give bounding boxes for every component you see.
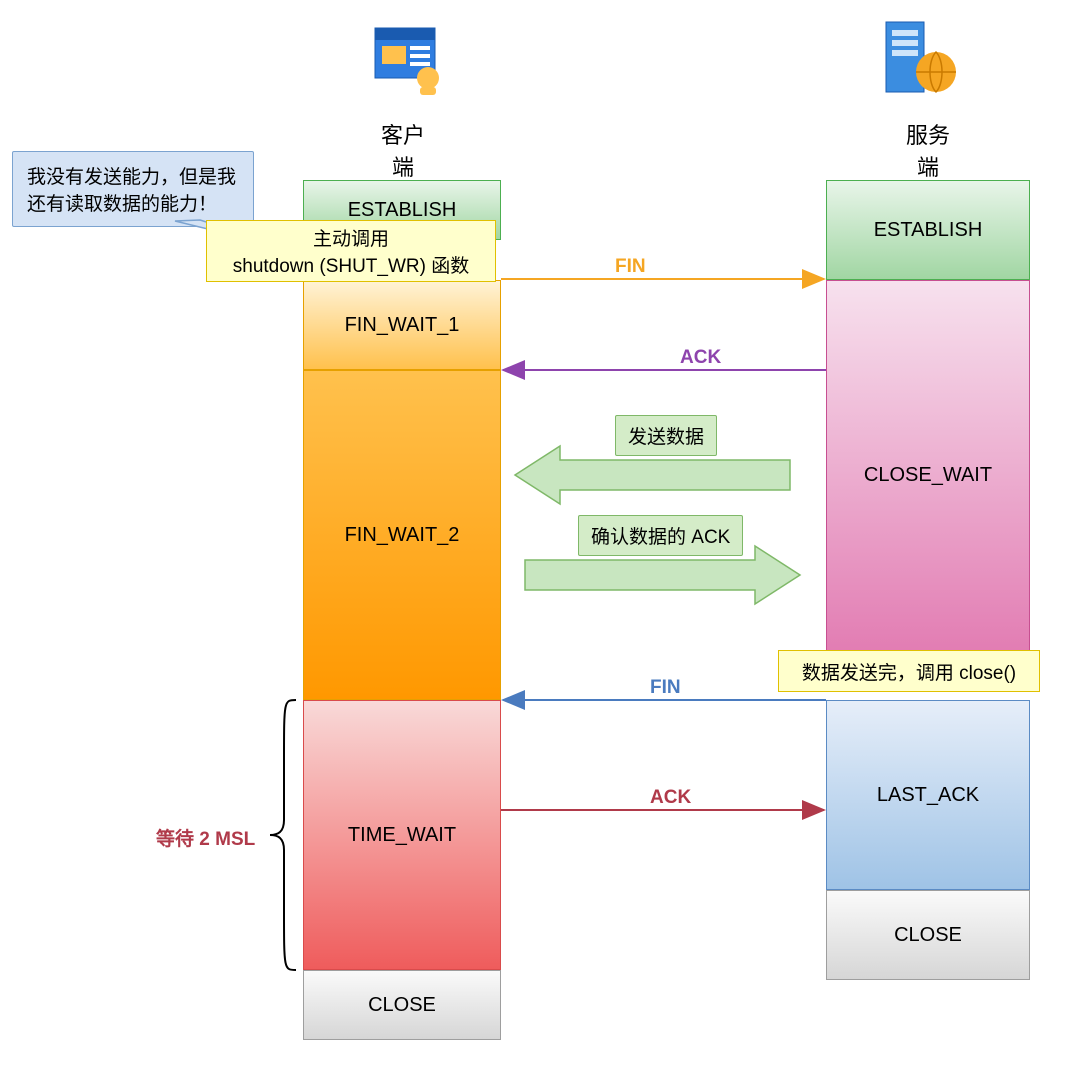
fin1-label: FIN [615, 256, 646, 278]
server-state-close: CLOSE [826, 890, 1030, 980]
client-state-timewait: TIME_WAIT [303, 700, 501, 970]
brace-label: 等待 2 MSL [156, 824, 255, 851]
data-recv-label: 发送数据 [615, 415, 717, 456]
server-state-establish: ESTABLISH [826, 180, 1030, 280]
fin2-label: FIN [650, 677, 681, 699]
ack2-label: ACK [650, 787, 691, 809]
server-state-closewait: CLOSE_WAIT [826, 280, 1030, 670]
server-actor-label: 服务端 [898, 118, 958, 182]
ack1-label: ACK [680, 347, 721, 369]
client-icon [370, 20, 450, 100]
close-note: 数据发送完，调用 close() [778, 650, 1040, 692]
server-state-lastack: LAST_ACK [826, 700, 1030, 890]
shutdown-note-line-2: shutdown (SHUT_WR) 函数 [233, 251, 470, 278]
client-state-finwait2: FIN_WAIT_2 [303, 370, 501, 700]
shutdown-note-line-1: 主动调用 [313, 224, 389, 251]
callout-no-send: 我没有发送能力，但是我 还有读取数据的能力！ [12, 151, 254, 227]
callout-line-1: 我没有发送能力，但是我 [27, 162, 239, 189]
client-state-close: CLOSE [303, 970, 501, 1040]
shutdown-note: 主动调用 shutdown (SHUT_WR) 函数 [206, 220, 496, 282]
client-actor-label: 客户端 [373, 118, 433, 182]
callout-line-2: 还有读取数据的能力！ [27, 189, 239, 216]
client-state-finwait1: FIN_WAIT_1 [303, 280, 501, 370]
data-send-label: 确认数据的 ACK [578, 515, 743, 556]
server-icon [880, 18, 970, 102]
